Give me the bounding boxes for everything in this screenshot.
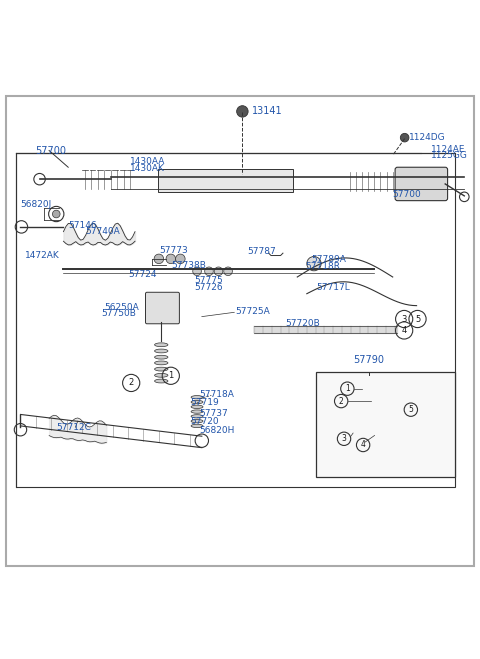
Text: 57146: 57146 bbox=[68, 221, 97, 231]
Text: 57790: 57790 bbox=[353, 355, 384, 365]
Text: 4: 4 bbox=[402, 326, 407, 335]
Text: 57738B: 57738B bbox=[171, 261, 205, 270]
Ellipse shape bbox=[191, 424, 203, 428]
FancyBboxPatch shape bbox=[361, 383, 373, 393]
Ellipse shape bbox=[155, 367, 168, 371]
Ellipse shape bbox=[191, 405, 203, 409]
Circle shape bbox=[400, 133, 409, 142]
Text: 56250A: 56250A bbox=[104, 302, 139, 312]
Text: 57775: 57775 bbox=[195, 276, 223, 285]
Text: 2: 2 bbox=[339, 397, 344, 405]
Circle shape bbox=[237, 105, 248, 117]
Ellipse shape bbox=[155, 361, 168, 365]
Text: 57726: 57726 bbox=[195, 283, 223, 291]
Text: 3: 3 bbox=[401, 314, 407, 324]
Ellipse shape bbox=[191, 395, 203, 399]
Text: 4: 4 bbox=[360, 440, 366, 449]
Text: 1430AA: 1430AA bbox=[130, 157, 166, 166]
Text: 57718R: 57718R bbox=[305, 262, 340, 271]
Circle shape bbox=[307, 256, 321, 271]
Text: 5: 5 bbox=[408, 405, 413, 414]
Ellipse shape bbox=[155, 374, 168, 377]
Ellipse shape bbox=[191, 410, 203, 413]
Text: 57712C: 57712C bbox=[56, 423, 91, 432]
Text: 57717L: 57717L bbox=[316, 283, 350, 293]
Circle shape bbox=[193, 267, 201, 275]
Text: 13141: 13141 bbox=[252, 106, 283, 116]
Text: 1124DG: 1124DG bbox=[409, 133, 446, 142]
Text: 2: 2 bbox=[129, 378, 134, 387]
Text: 57720B: 57720B bbox=[285, 319, 320, 328]
Circle shape bbox=[176, 254, 185, 264]
Ellipse shape bbox=[408, 401, 411, 404]
Ellipse shape bbox=[155, 343, 168, 347]
FancyBboxPatch shape bbox=[145, 293, 180, 324]
Text: 57720: 57720 bbox=[190, 416, 218, 426]
Circle shape bbox=[224, 267, 232, 275]
Circle shape bbox=[52, 210, 60, 218]
Text: 57718A: 57718A bbox=[199, 390, 234, 399]
Text: 57787: 57787 bbox=[247, 247, 276, 256]
Ellipse shape bbox=[155, 349, 168, 353]
Circle shape bbox=[166, 254, 176, 264]
Text: 57789A: 57789A bbox=[312, 255, 347, 264]
Circle shape bbox=[204, 267, 213, 275]
Text: 56820J: 56820J bbox=[21, 200, 52, 209]
Ellipse shape bbox=[155, 355, 168, 359]
Text: 57737: 57737 bbox=[199, 409, 228, 418]
Circle shape bbox=[154, 254, 164, 264]
FancyBboxPatch shape bbox=[395, 167, 447, 200]
Text: 57750B: 57750B bbox=[102, 309, 136, 318]
Ellipse shape bbox=[191, 420, 203, 423]
Circle shape bbox=[214, 267, 223, 275]
Text: 1: 1 bbox=[168, 371, 173, 380]
Text: 57740A: 57740A bbox=[85, 227, 120, 236]
Text: 57700: 57700 bbox=[35, 146, 66, 156]
Text: 3: 3 bbox=[342, 434, 347, 444]
Text: 57700: 57700 bbox=[393, 190, 421, 200]
Ellipse shape bbox=[191, 415, 203, 418]
FancyBboxPatch shape bbox=[158, 169, 293, 192]
Text: 1: 1 bbox=[345, 384, 350, 393]
Text: 1124AE: 1124AE bbox=[431, 144, 466, 154]
Text: 57719: 57719 bbox=[190, 397, 219, 407]
Text: 57725A: 57725A bbox=[235, 307, 270, 316]
Text: 57724: 57724 bbox=[128, 270, 156, 279]
Ellipse shape bbox=[352, 423, 357, 432]
Text: 1125GG: 1125GG bbox=[431, 151, 468, 160]
FancyBboxPatch shape bbox=[316, 372, 455, 477]
Text: 1430AK: 1430AK bbox=[130, 163, 165, 173]
Text: 5: 5 bbox=[415, 314, 420, 324]
Ellipse shape bbox=[155, 379, 168, 383]
Ellipse shape bbox=[191, 401, 203, 404]
Ellipse shape bbox=[405, 399, 414, 406]
Text: 56820H: 56820H bbox=[199, 426, 235, 435]
Text: 1472AK: 1472AK bbox=[25, 251, 60, 260]
Text: 57773: 57773 bbox=[159, 246, 188, 254]
